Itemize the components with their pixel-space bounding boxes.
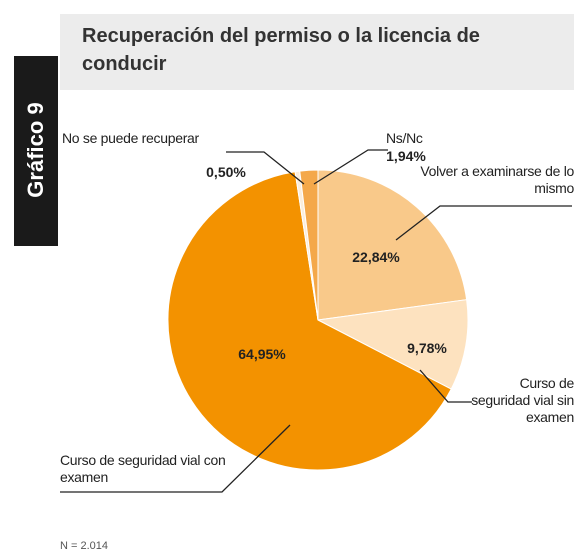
pie-slice: [317, 169, 468, 321]
category-label: Curso de seguridad vial sin examen: [471, 375, 574, 425]
value-label: 1,94%: [386, 148, 426, 164]
value-label: 9,78%: [407, 340, 447, 356]
chart-title: Recuperación del permiso o la licencia d…: [82, 25, 480, 75]
pie-slice: [167, 171, 452, 471]
pie-slice: [316, 299, 469, 390]
note: N = 2.014: [60, 540, 109, 552]
pie-slice: [299, 169, 319, 321]
value-label: 0,50%: [206, 164, 246, 180]
title-band: [60, 14, 574, 90]
badge-box: [14, 56, 58, 246]
leader-line: [313, 149, 388, 185]
leader-line: [60, 424, 291, 493]
category-label: Curso de seguridad vial con examen: [60, 452, 226, 485]
leader-line: [419, 369, 472, 403]
category-label: Volver a examinarse de lo mismo: [420, 163, 574, 196]
category-label: Ns/Nc: [386, 130, 423, 146]
category-label: No se puede recuperar: [62, 130, 199, 146]
leader-line: [395, 205, 572, 241]
value-label: 64,95%: [238, 346, 286, 362]
leader-line: [226, 151, 305, 185]
value-label: 22,84%: [352, 249, 400, 265]
